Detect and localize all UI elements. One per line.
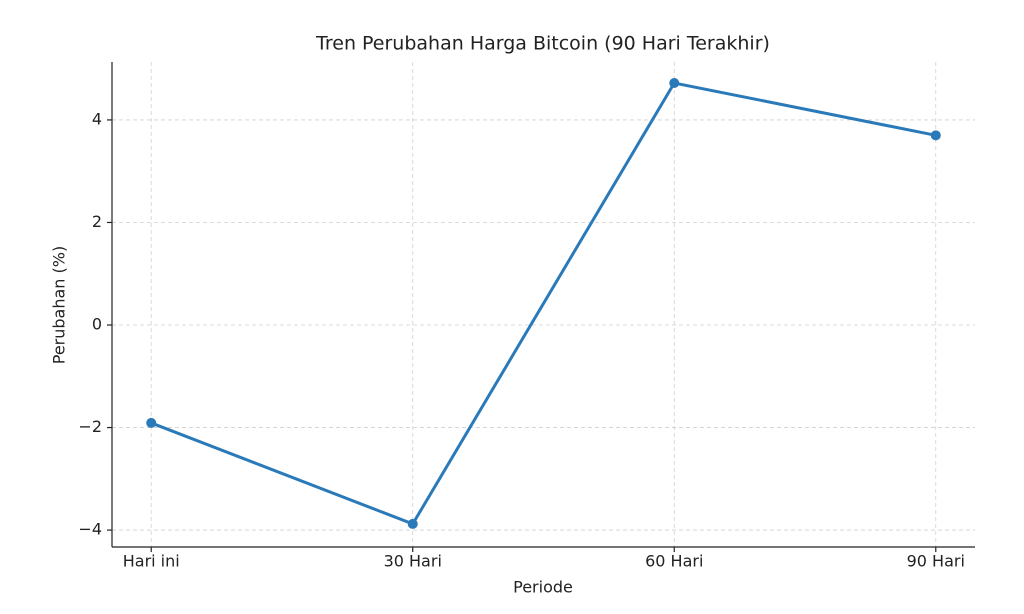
- y-tick-label: 2: [92, 212, 102, 231]
- y-axis-label: Perubahan (%): [50, 246, 69, 364]
- x-tick-label: 30 Hari: [384, 552, 442, 571]
- chart-title: Tren Perubahan Harga Bitcoin (90 Hari Te…: [315, 33, 770, 55]
- y-tick-label: 4: [92, 109, 102, 128]
- x-tick-label: Hari ini: [123, 552, 180, 571]
- point: [669, 78, 680, 89]
- y-tick-label: 0: [92, 315, 102, 334]
- x-tick-label: 90 Hari: [907, 552, 965, 571]
- point: [407, 518, 418, 529]
- x-tick-label: 60 Hari: [645, 552, 703, 571]
- y-tick-label: −2: [78, 417, 102, 436]
- line: [150, 81, 937, 526]
- point: [930, 130, 941, 141]
- point: [146, 417, 157, 428]
- x-axis-label: Periode: [513, 578, 573, 597]
- y-tick-label: −4: [78, 520, 102, 539]
